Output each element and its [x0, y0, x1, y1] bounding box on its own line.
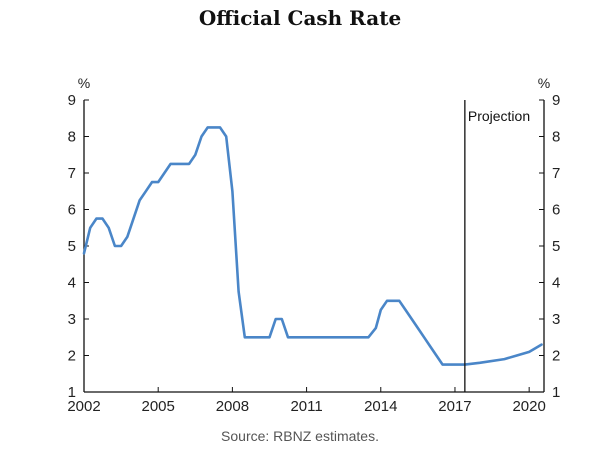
y-tick-label-right: 8: [552, 129, 560, 146]
y-tick-label-left: 9: [68, 92, 76, 109]
y-tick-label-left: 2: [68, 348, 76, 365]
y-tick-label-right: 7: [552, 165, 560, 182]
x-tick-label: 2008: [216, 398, 249, 415]
y-tick-label-right: 1: [552, 384, 560, 401]
y-tick-label-left: 3: [68, 311, 76, 328]
y-tick-label-left: 6: [68, 202, 76, 219]
y-unit-right: %: [538, 75, 550, 91]
x-tick-label: 2014: [364, 398, 397, 415]
y-tick-label-right: 2: [552, 348, 560, 365]
ticks: 1 1 2 2 3 3 4 4 5 5 6 6 7 7 8 8 9 9 2002 2005 2008 2011 2014 20…: [67, 92, 560, 415]
x-tick-label: 2017: [438, 398, 471, 415]
y-tick-label-left: 5: [68, 238, 76, 255]
y-unit-left: %: [78, 75, 90, 91]
chart-title: Official Cash Rate: [198, 6, 402, 30]
x-tick-label: 2020: [512, 398, 545, 415]
series: [82, 126, 543, 366]
x-tick-label: 2005: [142, 398, 175, 415]
y-tick-label-right: 5: [552, 238, 560, 255]
annotations: Projection: [464, 100, 530, 392]
y-tick-label-left: 4: [68, 275, 76, 292]
ocr-series-line: [82, 126, 543, 366]
y-tick-label-right: 9: [552, 92, 560, 109]
y-tick-label-left: 7: [68, 165, 76, 182]
source-note: Source: RBNZ estimates.: [221, 428, 379, 444]
y-tick-label-right: 4: [552, 275, 560, 292]
y-tick-label-left: 8: [68, 129, 76, 146]
x-tick-label: 2011: [290, 398, 322, 415]
projection-label: Projection: [468, 108, 530, 124]
x-tick-label: 2002: [67, 398, 100, 415]
y-tick-label-left: 1: [68, 384, 76, 401]
y-tick-label-right: 3: [552, 311, 560, 328]
y-tick-label-right: 6: [552, 202, 560, 219]
